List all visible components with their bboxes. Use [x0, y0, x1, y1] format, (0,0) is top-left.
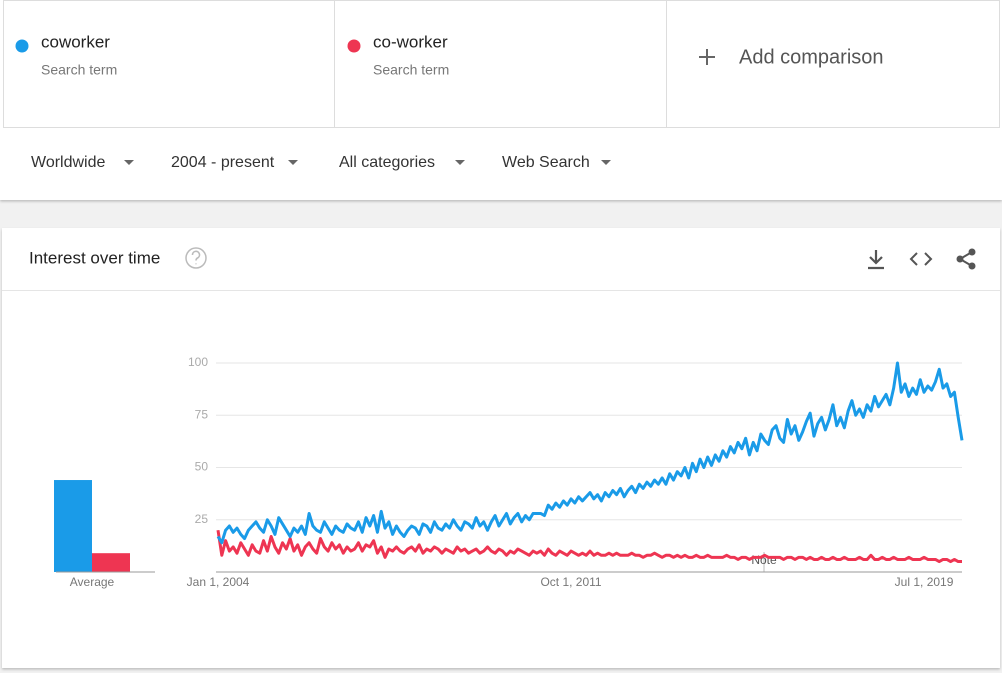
- share-dot: [956, 255, 964, 263]
- term-name: co-worker: [373, 32, 448, 51]
- y-tick-label: 100: [188, 355, 208, 369]
- term-dot: [347, 39, 361, 53]
- panel-title: Interest over time: [29, 248, 160, 267]
- y-tick-label: 25: [195, 512, 209, 526]
- x-tick-label: Jul 1, 2019: [895, 575, 954, 589]
- dropdown-arrow: [455, 160, 465, 165]
- filter[interactable]: All categories: [339, 154, 465, 171]
- help-circle: [185, 247, 207, 269]
- filter-label: Web Search: [502, 154, 590, 171]
- plus-icon: [699, 49, 715, 65]
- help-glyph: [191, 250, 201, 265]
- y-tick-label: 75: [195, 407, 209, 421]
- bar: [54, 480, 92, 572]
- share-dot: [968, 248, 976, 256]
- y-tick-label: 50: [195, 460, 209, 474]
- term[interactable]: co-worker Search term: [347, 32, 450, 78]
- bar: [92, 553, 130, 572]
- term-subtitle: Search term: [373, 62, 449, 78]
- x-tick-label: Jan 1, 2004: [187, 575, 250, 589]
- filter[interactable]: Worldwide: [31, 154, 134, 171]
- series-line: [216, 361, 964, 545]
- x-tick-label: Oct 1, 2011: [540, 575, 601, 589]
- dropdown-arrow: [288, 160, 298, 165]
- add-comparison-label: Add comparison: [739, 46, 884, 68]
- filter[interactable]: 2004 - present: [171, 154, 298, 171]
- terms-row: [3, 0, 1000, 128]
- card: [2, 228, 1000, 668]
- filter-label: 2004 - present: [171, 154, 275, 171]
- dropdown-arrow: [124, 160, 134, 165]
- filter-label: Worldwide: [31, 154, 106, 171]
- term-dot: [15, 39, 29, 53]
- term-subtitle: Search term: [41, 62, 117, 78]
- term-name: coworker: [41, 32, 110, 51]
- series-line: [216, 529, 962, 564]
- share-dot: [968, 262, 976, 270]
- help-icon[interactable]: [185, 247, 207, 269]
- filter-label: All categories: [339, 154, 435, 171]
- download-icon[interactable]: [868, 250, 884, 270]
- x-tick-label: Average: [70, 575, 115, 589]
- charts: Average 25 50 75 100 Jan 1, 2004 Oct 1, 2011 Ju…: [54, 355, 964, 589]
- term[interactable]: coworker Search term: [15, 32, 118, 78]
- embed-icon[interactable]: [909, 252, 933, 266]
- dropdown-arrow: [601, 160, 611, 165]
- add-comparison[interactable]: Add comparison: [699, 46, 884, 68]
- share-icon[interactable]: [956, 248, 976, 270]
- filter[interactable]: Web Search: [502, 154, 611, 171]
